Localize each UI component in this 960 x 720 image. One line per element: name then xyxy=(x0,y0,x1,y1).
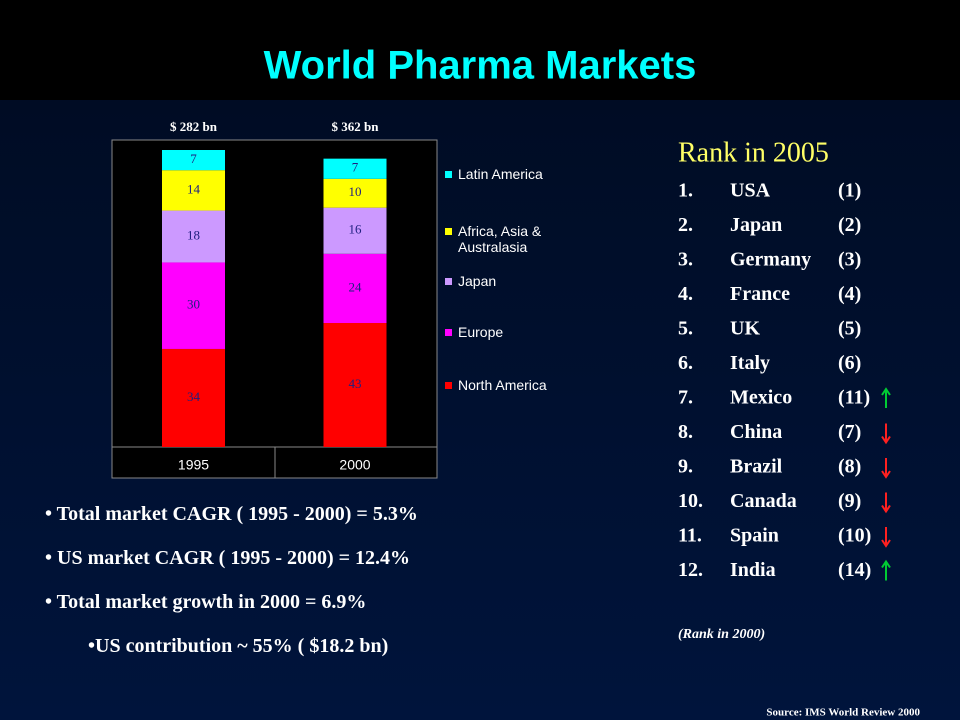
rank-country: USA xyxy=(730,180,771,202)
bullet: • Total market CAGR ( 1995 - 2000) = 5.3… xyxy=(45,503,418,525)
data-label: 18 xyxy=(187,227,200,242)
bullet-text: US market CAGR ( 1995 - 2000) = 12.4% xyxy=(57,547,410,569)
rank-number: 1. xyxy=(678,180,693,202)
legend-swatch xyxy=(445,329,452,336)
rank-number: 2. xyxy=(678,214,693,236)
rank-number: 10. xyxy=(678,490,703,512)
rank-prior: (2) xyxy=(838,214,861,236)
legend-swatch xyxy=(445,278,452,285)
rank-prior: (5) xyxy=(838,318,861,340)
rank-prior: (4) xyxy=(838,283,861,305)
bullet-dot: • xyxy=(45,547,57,569)
rank-number: 11. xyxy=(678,525,702,547)
rank-number: 5. xyxy=(678,318,693,340)
bullet: • US market CAGR ( 1995 - 2000) = 12.4% xyxy=(45,547,410,569)
rank-country: China xyxy=(730,421,782,443)
bar-segment xyxy=(162,262,225,349)
legend-label: North America xyxy=(458,377,547,393)
rank-prior: (3) xyxy=(838,249,861,271)
data-label: 10 xyxy=(349,184,362,199)
rank-number: 9. xyxy=(678,456,693,478)
rank-country: Mexico xyxy=(730,387,792,409)
data-label: 7 xyxy=(190,151,197,166)
rank-prior: (14) xyxy=(838,559,871,581)
rank-country: Japan xyxy=(730,214,782,236)
sub-bullet-text: US contribution ~ 55% ( $18.2 bn) xyxy=(95,635,388,657)
bullet-text: Total market CAGR ( 1995 - 2000) = 5.3% xyxy=(57,503,418,525)
bar-segment xyxy=(162,210,225,263)
rank-country: UK xyxy=(730,318,760,340)
rank-prior: (10) xyxy=(838,525,871,547)
trend-arrow-head xyxy=(881,387,891,396)
rank-prior: (6) xyxy=(838,352,861,374)
bullet-dot: • xyxy=(88,635,95,657)
data-label: 30 xyxy=(187,297,200,312)
rank-country: Germany xyxy=(730,249,811,271)
rank-country: Brazil xyxy=(730,456,783,478)
data-label: 43 xyxy=(349,376,362,391)
data-label: 7 xyxy=(352,160,359,175)
trend-arrow-head xyxy=(881,539,891,548)
data-label: 24 xyxy=(349,279,363,294)
rank-prior: (11) xyxy=(838,387,870,409)
rank-prior: (7) xyxy=(838,421,861,443)
bullet-dot: • xyxy=(45,503,57,525)
rank-prior: (8) xyxy=(838,456,861,478)
source: Source: IMS World Review 2000 xyxy=(766,707,920,719)
x-tick-label: 2000 xyxy=(339,457,370,473)
rank-country: Spain xyxy=(730,525,779,547)
data-label: 16 xyxy=(349,222,363,237)
rank-country: India xyxy=(730,559,776,581)
plot-area xyxy=(111,139,438,479)
bar-segment xyxy=(323,323,387,447)
sub-bullet: •US contribution ~ 55% ( $18.2 bn) xyxy=(88,635,388,657)
legend-label: Latin America xyxy=(458,166,543,182)
x-tick-label: 1995 xyxy=(178,457,209,473)
legend-label: Africa, Asia & Australasia xyxy=(458,223,542,255)
rank-country: Italy xyxy=(730,352,770,374)
trend-arrow-head xyxy=(881,470,891,479)
rank-number: 8. xyxy=(678,421,693,443)
rank-prior: (1) xyxy=(838,180,861,202)
rank-number: 3. xyxy=(678,249,693,271)
legend-label: Europe xyxy=(458,324,504,340)
bar-segment xyxy=(323,253,387,324)
trend-arrow-head xyxy=(881,504,891,514)
legend-swatch xyxy=(445,171,452,178)
data-label: 34 xyxy=(187,389,201,404)
rank-prior: (9) xyxy=(838,490,861,512)
rank-title: Rank in 2005 xyxy=(678,137,829,168)
bar-total: $ 282 bn xyxy=(170,119,218,134)
bullet: • Total market growth in 2000 = 6.9% xyxy=(45,591,366,613)
bar-segment xyxy=(323,178,387,208)
slide-title: World Pharma Markets xyxy=(264,44,697,88)
rank-number: 12. xyxy=(678,559,703,581)
rank-number: 6. xyxy=(678,352,693,374)
rank-country: Canada xyxy=(730,490,797,512)
bar-segment xyxy=(162,150,225,171)
bullet-dot: • xyxy=(45,591,57,613)
bar-segment xyxy=(162,348,225,447)
trend-arrow-head xyxy=(881,435,891,445)
bar-segment xyxy=(323,207,387,254)
legend-label: Japan xyxy=(458,273,497,289)
bar-segment xyxy=(162,170,225,211)
bar-total: $ 362 bn xyxy=(332,119,380,134)
rank-number: 7. xyxy=(678,387,693,409)
legend-swatch xyxy=(445,228,452,235)
rank-note: (Rank in 2000) xyxy=(678,627,765,642)
data-label: 14 xyxy=(187,181,201,196)
bar-segment xyxy=(323,158,387,179)
rank-number: 4. xyxy=(678,283,693,305)
rank-country: France xyxy=(730,283,790,305)
trend-arrow-head xyxy=(881,559,891,569)
bullet-text: Total market growth in 2000 = 6.9% xyxy=(57,591,367,613)
legend-swatch xyxy=(445,382,452,389)
